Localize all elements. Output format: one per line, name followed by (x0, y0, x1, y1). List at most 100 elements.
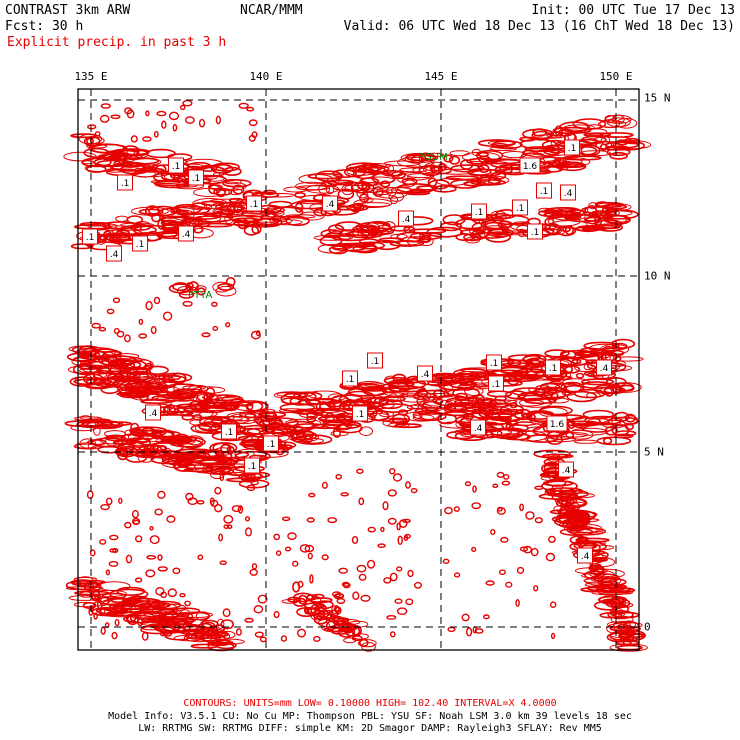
precip-contour (281, 516, 291, 522)
field-name: Explicit precip. in past 3 h (7, 35, 227, 50)
precip-contour (86, 490, 94, 499)
contour-label-text: .4 (581, 552, 590, 562)
contour-label-box (178, 225, 194, 242)
precip-contour (356, 564, 367, 573)
precip-contour (532, 386, 571, 399)
precip-contour (596, 223, 624, 232)
precip-contour (418, 158, 433, 168)
precip-contour (208, 181, 247, 192)
precip-contour (197, 215, 222, 223)
precip-contour (605, 114, 632, 124)
precip-contour (185, 613, 194, 620)
contour-label-text: .1 (531, 228, 540, 238)
precip-contour (93, 425, 101, 436)
precip-contour (574, 528, 604, 533)
precip-contour (237, 219, 248, 230)
precip-contour (162, 311, 173, 321)
precip-contour (146, 555, 157, 560)
precip-contour (389, 572, 398, 582)
precip-contour (321, 481, 328, 489)
contour-labels: .1 .1 .1 .1 .4 .4 .1 .1 .4 .1 1.6 .1 .1 .4 .1 .4 .1 .1 .1.… (82, 139, 612, 564)
precip-contour (375, 189, 408, 199)
precip-contour (280, 392, 304, 405)
contour-label-box (596, 359, 612, 376)
precip-contour (428, 179, 450, 190)
precip-contour (196, 406, 234, 412)
precip-contour (137, 453, 155, 463)
precip-contour (194, 285, 207, 293)
precip-contour (198, 118, 206, 128)
precip-contour (254, 631, 264, 638)
precip-contour (407, 569, 414, 578)
precip-contour (356, 241, 385, 250)
precip-contour (453, 572, 461, 578)
precip-contour (466, 627, 473, 637)
precip-contour (258, 419, 284, 430)
precip-contour (461, 613, 470, 622)
precip-contour (444, 506, 453, 515)
precip-contour (580, 144, 601, 157)
precip-contour (130, 135, 138, 143)
precip-contour (616, 644, 643, 651)
precip-contour (321, 554, 329, 561)
precip-contour (125, 451, 148, 463)
precip-contour (581, 135, 607, 145)
precip-contour (544, 489, 578, 497)
precip-contour (304, 544, 315, 553)
precip-contour (613, 411, 630, 422)
precip-contour (280, 635, 288, 642)
precip-contour (250, 330, 261, 340)
precip-contour (624, 423, 634, 431)
precip-contour (531, 130, 552, 141)
precip-contour (419, 411, 447, 422)
precip-contour (593, 566, 604, 577)
precip-contour (97, 445, 121, 454)
precip-contour (175, 454, 206, 459)
precip-contour (521, 148, 561, 158)
precip-contour (534, 517, 543, 524)
precip-contour (464, 386, 484, 397)
precip-contour (206, 394, 241, 402)
precip-contour (304, 608, 310, 615)
precip-contour (345, 627, 352, 634)
precip-contour (307, 552, 313, 560)
precip-contour (490, 529, 496, 536)
precip-contour (108, 560, 119, 567)
precip-contour (138, 208, 164, 215)
precip-contour (124, 107, 133, 115)
precip-contour (232, 184, 245, 195)
precip-contour (273, 533, 281, 541)
contour-label-text: .1 (540, 187, 549, 197)
precip-contour (359, 193, 370, 203)
precip-contour (222, 179, 252, 188)
precip-contour (485, 580, 495, 586)
precip-contour (168, 111, 180, 121)
precip-contour (489, 146, 517, 151)
precip-contour (297, 580, 304, 588)
precip-contour (192, 630, 227, 639)
contour-label-text: .1 (121, 179, 130, 189)
precip-contour (232, 415, 249, 422)
contour-label-text: .4 (421, 370, 430, 380)
precip-contour (231, 505, 242, 513)
precip-contour (445, 175, 480, 181)
precip-contour (609, 151, 629, 160)
precip-contour (359, 426, 373, 437)
precip-contour (352, 591, 360, 601)
precip-contour (453, 506, 460, 512)
precip-contour (540, 475, 567, 482)
precip-contour (192, 414, 203, 421)
contour-label-box (545, 359, 561, 376)
precip-contour (83, 418, 112, 424)
precip-contour (273, 610, 280, 619)
precip-contour (410, 488, 418, 494)
precip-contour (367, 526, 376, 533)
precip-contour (91, 322, 101, 329)
init-time: Init: 00 UTC Tue 17 Dec 13 (531, 3, 736, 18)
precip-contour (217, 468, 224, 473)
precip-contour (283, 420, 317, 432)
contour-label-box (246, 195, 262, 212)
precip-contour (108, 603, 133, 612)
precip-contour (209, 630, 220, 640)
precip-contour (425, 152, 445, 158)
